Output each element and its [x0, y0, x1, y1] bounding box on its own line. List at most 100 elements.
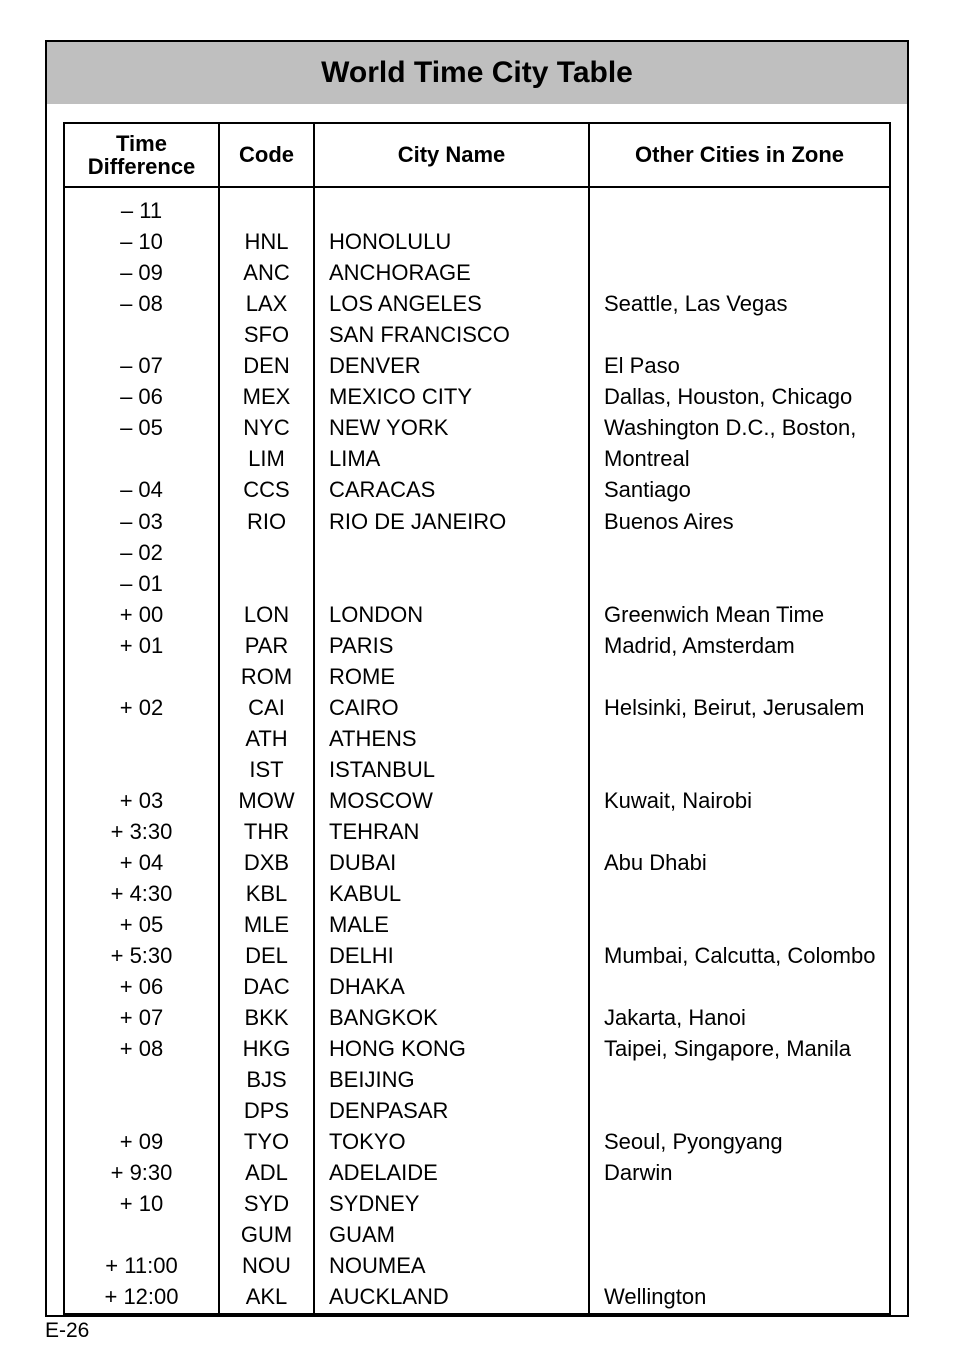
cell-time: + 00	[64, 599, 219, 630]
cell-other	[589, 1219, 890, 1250]
cell-city: ROME	[314, 661, 589, 692]
cell-time: – 10	[64, 226, 219, 257]
cell-city: NOUMEA	[314, 1250, 589, 1281]
cell-code: CAI	[219, 692, 314, 723]
table-row: + 9:30ADLADELAIDEDarwin	[64, 1157, 890, 1188]
cell-code: THR	[219, 816, 314, 847]
cell-time	[64, 319, 219, 350]
col-header-time: Time Difference	[64, 123, 219, 187]
cell-other: Darwin	[589, 1157, 890, 1188]
cell-code: BJS	[219, 1064, 314, 1095]
table-row: + 10SYDSYDNEY	[64, 1188, 890, 1219]
table-row: – 03RIORIO DE JANEIROBuenos Aires	[64, 506, 890, 537]
cell-time: + 11:00	[64, 1250, 219, 1281]
cell-city: DENPASAR	[314, 1095, 589, 1126]
cell-time: – 03	[64, 506, 219, 537]
cell-city: GUAM	[314, 1219, 589, 1250]
table-row: + 4:30KBLKABUL	[64, 878, 890, 909]
cell-time: + 4:30	[64, 878, 219, 909]
table-row: + 3:30THRTEHRAN	[64, 816, 890, 847]
cell-other	[589, 661, 890, 692]
cell-time: – 02	[64, 537, 219, 568]
table-row: GUMGUAM	[64, 1219, 890, 1250]
table-row: DPSDENPASAR	[64, 1095, 890, 1126]
table-row: + 11:00NOUNOUMEA	[64, 1250, 890, 1281]
table-row: + 05MLEMALE	[64, 909, 890, 940]
cell-time	[64, 1219, 219, 1250]
cell-other	[589, 1188, 890, 1219]
cell-city: LIMA	[314, 443, 589, 474]
table-row: ROMROME	[64, 661, 890, 692]
cell-city: TEHRAN	[314, 816, 589, 847]
col-header-code: Code	[219, 123, 314, 187]
cell-time: + 09	[64, 1126, 219, 1157]
cell-code: HKG	[219, 1033, 314, 1064]
cell-other: El Paso	[589, 350, 890, 381]
cell-code: DPS	[219, 1095, 314, 1126]
cell-other	[589, 226, 890, 257]
cell-time: – 04	[64, 474, 219, 505]
cell-other	[589, 723, 890, 754]
cell-time: – 05	[64, 412, 219, 443]
cell-time: + 5:30	[64, 940, 219, 971]
cell-time	[64, 1095, 219, 1126]
cell-other	[589, 909, 890, 940]
cell-time: + 12:00	[64, 1281, 219, 1314]
page-number: E-26	[45, 1317, 909, 1343]
table-row: + 5:30DELDELHIMumbai, Calcutta, Colombo	[64, 940, 890, 971]
table-row: + 03MOWMOSCOWKuwait, Nairobi	[64, 785, 890, 816]
cell-other: Montreal	[589, 443, 890, 474]
cell-city: TOKYO	[314, 1126, 589, 1157]
cell-code: ADL	[219, 1157, 314, 1188]
table-row: + 01PARPARISMadrid, Amsterdam	[64, 630, 890, 661]
cell-city: DENVER	[314, 350, 589, 381]
cell-other	[589, 568, 890, 599]
cell-other	[589, 971, 890, 1002]
col-header-city: City Name	[314, 123, 589, 187]
cell-time	[64, 754, 219, 785]
cell-city: LONDON	[314, 599, 589, 630]
cell-city: DHAKA	[314, 971, 589, 1002]
cell-other	[589, 187, 890, 226]
cell-code: DXB	[219, 847, 314, 878]
cell-code: PAR	[219, 630, 314, 661]
cell-time: + 03	[64, 785, 219, 816]
cell-city: KABUL	[314, 878, 589, 909]
cell-code: MOW	[219, 785, 314, 816]
cell-other: Seoul, Pyongyang	[589, 1126, 890, 1157]
cell-city: DELHI	[314, 940, 589, 971]
cell-code: MEX	[219, 381, 314, 412]
cell-city: RIO DE JANEIRO	[314, 506, 589, 537]
table-row: + 07BKKBANGKOKJakarta, Hanoi	[64, 1002, 890, 1033]
cell-code: DAC	[219, 971, 314, 1002]
table-frame: Time Difference Code City Name Other Cit…	[45, 104, 909, 1317]
cell-code: ANC	[219, 257, 314, 288]
table-row: – 07DENDENVEREl Paso	[64, 350, 890, 381]
cell-time: + 08	[64, 1033, 219, 1064]
cell-time: – 08	[64, 288, 219, 319]
cell-city: NEW YORK	[314, 412, 589, 443]
table-row: – 04CCSCARACASSantiago	[64, 474, 890, 505]
cell-city: PARIS	[314, 630, 589, 661]
cell-city: AUCKLAND	[314, 1281, 589, 1314]
cell-other	[589, 816, 890, 847]
cell-other: Washington D.C., Boston,	[589, 412, 890, 443]
table-row: – 01	[64, 568, 890, 599]
cell-code: NYC	[219, 412, 314, 443]
cell-code	[219, 187, 314, 226]
cell-other: Seattle, Las Vegas	[589, 288, 890, 319]
cell-city: BANGKOK	[314, 1002, 589, 1033]
table-row: + 00LONLONDONGreenwich Mean Time	[64, 599, 890, 630]
cell-other	[589, 878, 890, 909]
cell-city: BEIJING	[314, 1064, 589, 1095]
cell-other: Santiago	[589, 474, 890, 505]
cell-other	[589, 1095, 890, 1126]
cell-code: ROM	[219, 661, 314, 692]
cell-time: + 07	[64, 1002, 219, 1033]
table-row: – 09ANCANCHORAGE	[64, 257, 890, 288]
cell-other: Greenwich Mean Time	[589, 599, 890, 630]
table-body: – 11 – 10HNLHONOLULU – 09ANCANCHORAGE – …	[64, 187, 890, 1314]
cell-code: MLE	[219, 909, 314, 940]
cell-other	[589, 1064, 890, 1095]
col-header-other: Other Cities in Zone	[589, 123, 890, 187]
